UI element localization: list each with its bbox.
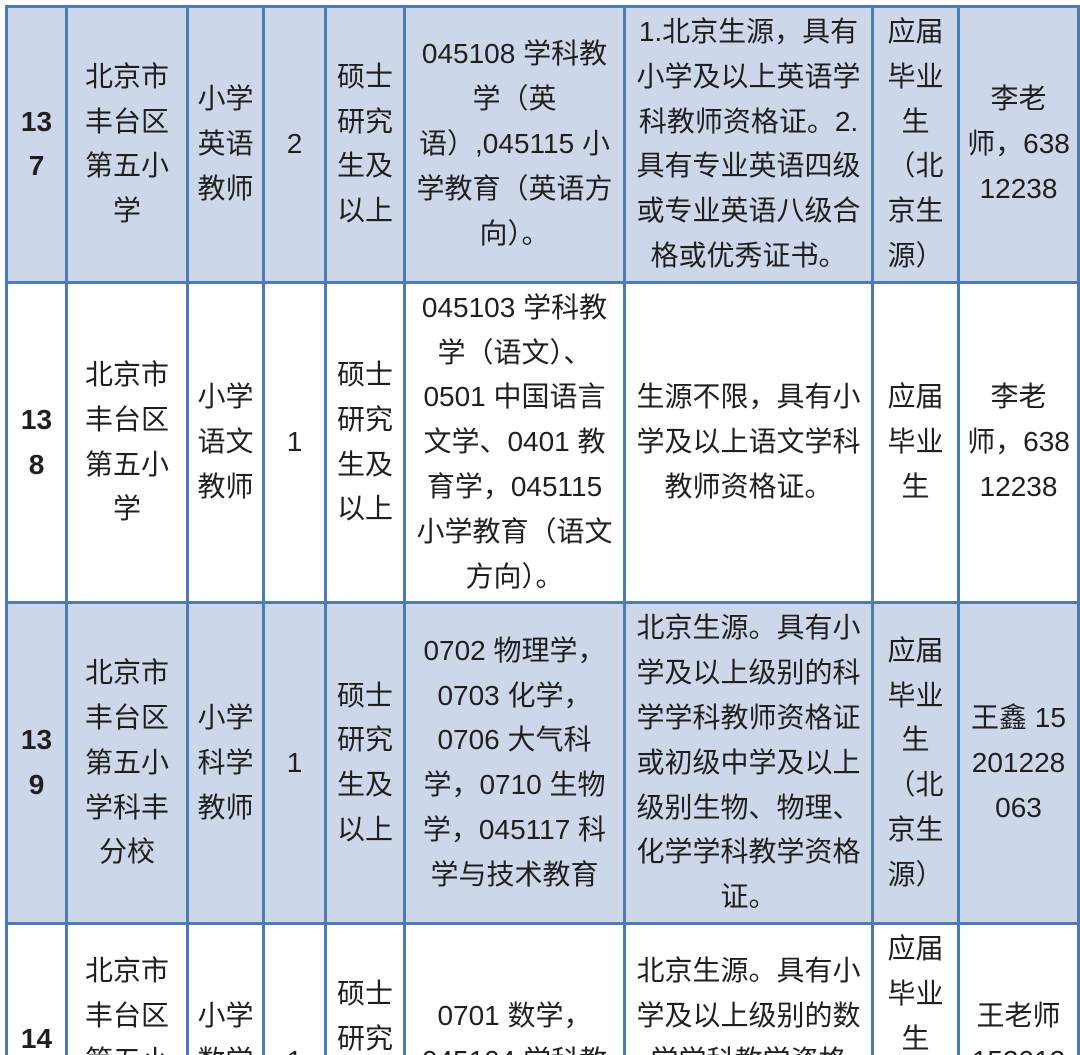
cell-education: 硕士研究生及以上 <box>324 5 406 284</box>
cell-position: 小学语文教师 <box>186 280 265 605</box>
table-row: 137 北京市丰台区第五小学 小学英语教师 2 硕士研究生及以上 045108 … <box>5 5 1080 284</box>
cell-education: 硕士研究生及以上 <box>324 921 406 1055</box>
cell-contact: 李老师，63812238 <box>957 5 1080 284</box>
cell-position: 小学数学教师 <box>186 921 265 1055</box>
cell-position: 小学科学教师 <box>186 601 265 925</box>
cell-headcount: 1 <box>262 921 327 1055</box>
cell-majors: 045108 学科教学（英语）,045115 小学教育（英语方向）。 <box>403 5 626 284</box>
cell-school: 北京市丰台区第五小学 <box>65 280 189 605</box>
cell-contact: 李老师，63812238 <box>957 280 1080 605</box>
cell-school: 北京市丰台区第五小学 <box>65 5 189 284</box>
cell-row-number: 139 <box>5 601 68 925</box>
cell-majors: 0702 物理学，0703 化学，0706 大气科学，0710 生物学，0451… <box>403 601 626 925</box>
cell-source: 应届毕业生（北京生源） <box>871 601 960 925</box>
cell-row-number: 140 <box>5 921 68 1055</box>
cell-position: 小学英语教师 <box>186 5 265 284</box>
cell-source: 应届毕业生（北京生源） <box>871 921 960 1055</box>
cell-education: 硕士研究生及以上 <box>324 601 406 925</box>
recruitment-table: 137 北京市丰台区第五小学 小学英语教师 2 硕士研究生及以上 045108 … <box>5 5 1080 1055</box>
cell-school: 北京市丰台区第五小学科丰分校 <box>65 921 189 1055</box>
cell-requirements: 北京生源。具有小学及以上级别的数学学科教学资格证。需要担任班主任工作。 <box>623 921 874 1055</box>
table-row: 140 北京市丰台区第五小学科丰分校 小学数学教师 1 硕士研究生及以上 070… <box>5 921 1080 1055</box>
cell-headcount: 2 <box>262 5 327 284</box>
cell-headcount: 1 <box>262 601 327 925</box>
cell-source: 应届毕业生（北京生源） <box>871 5 960 284</box>
cell-requirements: 生源不限，具有小学及以上语文学科教师资格证。 <box>623 280 874 605</box>
table-row: 138 北京市丰台区第五小学 小学语文教师 1 硕士研究生及以上 045103 … <box>5 280 1080 605</box>
cell-contact: 王鑫 15201228063 <box>957 601 1080 925</box>
cell-majors: 0701 数学，045104 学科教学（数学） <box>403 921 626 1055</box>
cell-source: 应届毕业生 <box>871 280 960 605</box>
cell-requirements: 北京生源。具有小学及以上级别的科学学科教师资格证或初级中学及以上级别生物、物理、… <box>623 601 874 925</box>
cell-majors: 045103 学科教学（语文）、0501 中国语言文学、0401 教育学，045… <box>403 280 626 605</box>
cell-education: 硕士研究生及以上 <box>324 280 406 605</box>
cell-row-number: 137 <box>5 5 68 284</box>
cell-contact: 王老师 15201228063 <box>957 921 1080 1055</box>
cell-school: 北京市丰台区第五小学科丰分校 <box>65 601 189 925</box>
cell-row-number: 138 <box>5 280 68 605</box>
cell-headcount: 1 <box>262 280 327 605</box>
table-row: 139 北京市丰台区第五小学科丰分校 小学科学教师 1 硕士研究生及以上 070… <box>5 601 1080 925</box>
cell-requirements: 1.北京生源，具有小学及以上英语学科教师资格证。2.具有专业英语四级或专业英语八… <box>623 5 874 284</box>
